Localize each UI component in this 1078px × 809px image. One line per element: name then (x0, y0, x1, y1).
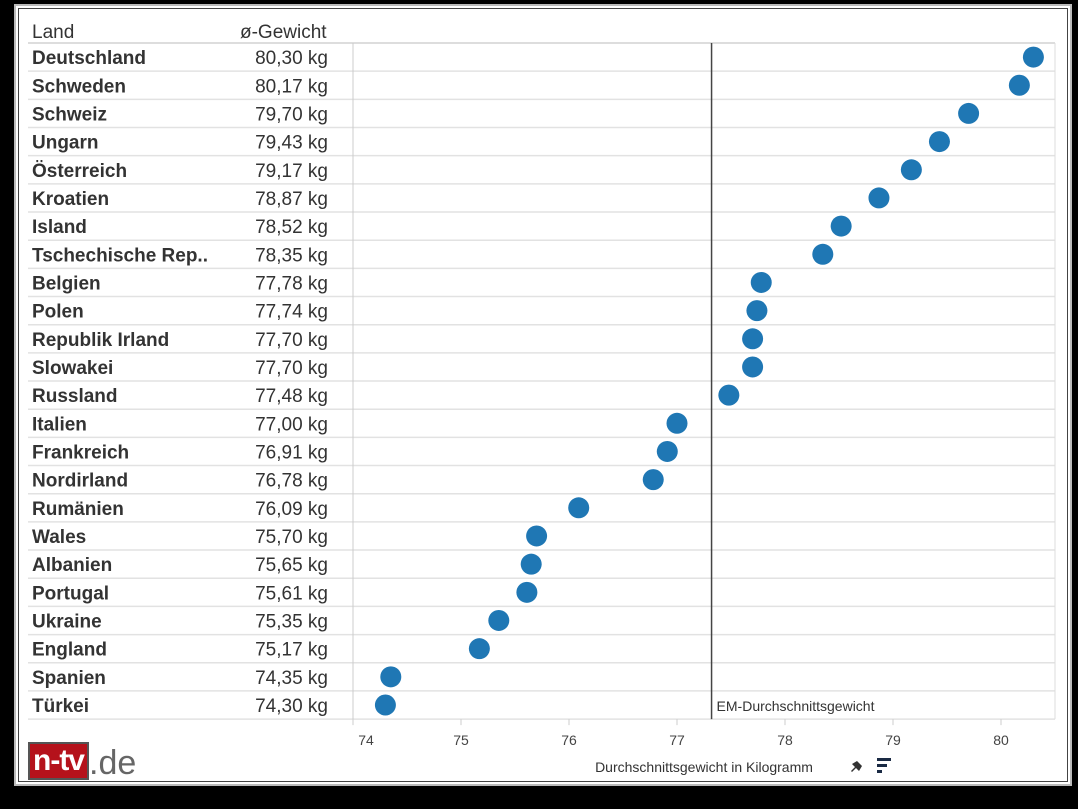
data-point[interactable] (516, 581, 538, 603)
country-label: Deutschland (32, 48, 146, 69)
country-label: Nordirland (32, 471, 128, 492)
x-axis-label: Durchschnittsgewicht in Kilogramm (595, 759, 813, 775)
data-point[interactable] (526, 525, 548, 547)
country-label: Ungarn (32, 133, 99, 154)
country-label: Spanien (32, 668, 106, 689)
weight-label: 76,09 kg (255, 499, 328, 520)
weight-label: 75,35 kg (255, 611, 328, 632)
weight-label: 76,91 kg (255, 442, 328, 463)
weight-label: 77,70 kg (255, 330, 328, 351)
weight-label: 74,35 kg (255, 668, 328, 689)
column-header-land: Land (32, 22, 74, 43)
data-point[interactable] (1022, 46, 1044, 68)
data-point[interactable] (868, 187, 890, 209)
pin-icon[interactable] (851, 761, 862, 772)
country-label: England (32, 640, 107, 661)
data-point[interactable] (488, 609, 510, 631)
weight-label: 77,70 kg (255, 358, 328, 379)
weight-label: 75,61 kg (255, 583, 328, 604)
data-point[interactable] (468, 638, 490, 660)
country-label: Ukraine (32, 611, 102, 632)
weight-label: 79,43 kg (255, 133, 328, 154)
data-point[interactable] (642, 469, 664, 491)
data-point[interactable] (666, 412, 688, 434)
weight-label: 78,52 kg (255, 217, 328, 238)
country-label: Republik Irland (32, 330, 169, 351)
data-point[interactable] (928, 131, 950, 153)
weight-label: 78,87 kg (255, 189, 328, 210)
weight-label: 80,17 kg (255, 76, 328, 97)
x-tick-label: 75 (453, 732, 469, 748)
x-tick-label: 76 (561, 732, 577, 748)
weight-label: 80,30 kg (255, 48, 328, 69)
data-point[interactable] (374, 694, 396, 716)
weight-label: 74,30 kg (255, 696, 328, 717)
x-tick-label: 74 (358, 732, 374, 748)
country-label: Italien (32, 414, 87, 435)
data-point[interactable] (742, 356, 764, 378)
reference-line-label: EM-Durchschnittsgewicht (717, 698, 875, 714)
data-point[interactable] (812, 243, 834, 265)
data-point[interactable] (900, 159, 922, 181)
data-point[interactable] (958, 102, 980, 124)
data-point[interactable] (742, 328, 764, 350)
weight-label: 79,70 kg (255, 104, 328, 125)
country-label: Österreich (32, 161, 127, 182)
data-point[interactable] (1008, 74, 1030, 96)
data-point[interactable] (656, 440, 678, 462)
logo-suffix: .de (89, 744, 137, 782)
country-label: Rumänien (32, 499, 124, 520)
country-label: Schweiz (32, 104, 107, 125)
weight-label: 77,78 kg (255, 273, 328, 294)
x-tick-label: 77 (669, 732, 685, 748)
country-label: Tschechische Rep.. (32, 245, 208, 266)
x-tick-label: 79 (885, 732, 901, 748)
weight-label: 76,78 kg (255, 471, 328, 492)
weight-label: 79,17 kg (255, 161, 328, 182)
country-label: Belgien (32, 273, 101, 294)
weight-label: 78,35 kg (255, 245, 328, 266)
column-header-weight: ø-Gewicht (240, 22, 327, 43)
chart-panel (14, 4, 1072, 786)
country-label: Island (32, 217, 87, 238)
sort-icon[interactable] (877, 758, 891, 773)
country-label: Russland (32, 386, 118, 407)
x-tick-label: 78 (777, 732, 793, 748)
weight-label: 77,00 kg (255, 414, 328, 435)
data-point[interactable] (380, 666, 402, 688)
country-label: Schweden (32, 76, 126, 97)
data-point[interactable] (830, 215, 852, 237)
data-point[interactable] (746, 300, 768, 322)
country-label: Portugal (32, 583, 109, 604)
data-point[interactable] (568, 497, 590, 519)
data-point[interactable] (520, 553, 542, 575)
x-tick-label: 80 (993, 732, 1009, 748)
weight-label: 77,74 kg (255, 302, 328, 323)
country-label: Türkei (32, 696, 89, 717)
ntv-logo: n-tv .de (28, 742, 136, 780)
logo-brand: n-tv (28, 742, 89, 780)
weight-label: 75,17 kg (255, 640, 328, 661)
weight-label: 75,70 kg (255, 527, 328, 548)
country-label: Albanien (32, 555, 112, 576)
country-label: Polen (32, 302, 84, 323)
country-label: Kroatien (32, 189, 109, 210)
weight-label: 75,65 kg (255, 555, 328, 576)
data-point[interactable] (718, 384, 740, 406)
data-point[interactable] (750, 271, 772, 293)
country-label: Wales (32, 527, 86, 548)
country-label: Slowakei (32, 358, 113, 379)
country-label: Frankreich (32, 442, 129, 463)
weight-label: 77,48 kg (255, 386, 328, 407)
